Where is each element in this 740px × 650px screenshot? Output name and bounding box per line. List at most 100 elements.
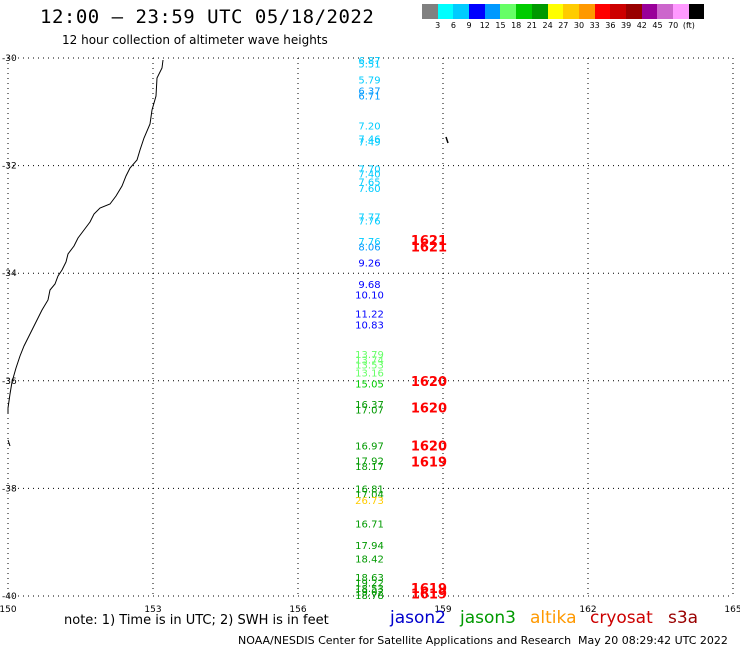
wave-height-value: 13.79 [355,350,384,361]
wave-height-colorbar [422,4,705,20]
wave-height-value: 17.94 [355,541,384,552]
wave-height-value: 17.92 [355,456,384,467]
wave-height-value: 18.17 [355,462,384,473]
longitude-label: 156 [289,605,306,615]
wave-height-value: 9.68 [358,280,380,291]
colorbar-label: 12 [479,21,490,30]
pass-time-label: 1621 [411,240,447,255]
graticule [7,57,734,597]
longitude-label: 150 [0,605,17,615]
wave-height-value: 18.78 [355,591,384,602]
colorbar-label: 3 [435,21,441,30]
colorbar-label: 6 [450,21,456,30]
colorbar-swatch [657,4,673,19]
footnote: note: 1) Time is in UTC; 2) SWH is in fe… [64,613,329,628]
colorbar-label: 70 [668,21,679,30]
latitude-label: -40 [2,592,17,602]
wave-height-value: 15.05 [355,379,384,390]
pass-time-label: 1620 [411,402,447,417]
latitude-label: -36 [2,377,17,387]
wave-height-value: 10.10 [355,291,384,302]
colorbar-swatch [625,4,642,19]
generated-timestamp: May 20 08:29:42 UTC 2022 [578,634,728,647]
coastline [7,59,164,414]
latitude-label: -32 [2,162,17,172]
wave-height-value: 8.06 [358,242,380,253]
colorbar-swatch [563,4,579,19]
wave-height-readings: 6.875.51 5.796.376.71 7.20 7.467.49 7.707.40… [355,56,384,602]
colorbar-label: 18 [511,21,522,30]
colorbar-label: 45 [652,21,663,30]
latitude-label: -34 [2,269,17,279]
pass-time-label: 1619 [411,587,447,602]
wave-height-value: 16.71 [355,519,384,530]
wave-height-value: 26.73 [355,496,384,507]
colorbar-swatch [484,4,501,19]
wave-height-value: 16.81 [355,484,384,495]
pass-time-label: 1619 [411,456,447,471]
colorbar-label: 36 [605,21,616,30]
lord-howe-mark [445,136,449,144]
wave-height-value: 7.77 [358,213,380,224]
credit-line: NOAA/NESDIS Center for Satellite Applica… [238,634,572,647]
colorbar-swatch [688,4,705,19]
latitude-labels: -30 -32 -34 -36 -38 -40 [2,54,17,602]
wave-height-value: 6.71 [358,92,380,103]
legend-item-altika: altika [530,608,577,628]
colorbar-swatch [641,4,658,19]
wave-height-value: 13.53 [355,361,384,372]
wave-height-value: 7.20 [358,121,380,132]
colorbar-label: 15 [495,21,506,30]
latitude-label: -30 [2,54,17,64]
legend-item-cryosat: cryosat [590,608,653,628]
longitude-label: 165 [724,605,740,615]
wave-height-value: 11.22 [355,310,384,321]
legend-item-jason3: jason3 [460,608,516,628]
wave-height-value: 5.79 [358,76,380,87]
longitude-label: 159 [434,605,451,615]
wave-height-value: 19.22 [355,579,384,590]
wave-height-value: 7.76 [358,237,380,248]
colorbar-swatch [469,4,485,19]
wave-height-value: 5.51 [358,59,380,70]
wave-height-value: 17.04 [355,490,384,501]
wave-height-value: 6.87 [358,56,380,67]
coast-island [7,439,11,447]
wave-height-value: 7.70 [358,164,380,175]
colorbar-swatch [516,4,532,19]
wave-height-value: 16.97 [355,441,384,452]
colorbar-swatch [437,4,454,19]
pass-time-label: 1621 [411,234,447,249]
colorbar-swatch [453,4,470,19]
wave-height-value: 6.37 [358,86,380,97]
pass-time-label: 1619 [411,582,447,597]
wave-height-value: 7.65 [358,178,380,189]
wave-height-value: 18.63 [355,573,384,584]
colorbar-label: (ft) [682,21,695,30]
wave-height-value: 7.40 [358,170,380,181]
colorbar-label: 24 [542,21,553,30]
wave-height-value: 7.60 [358,184,380,195]
colorbar-swatch [547,4,564,19]
wave-height-value: 7.76 [358,216,380,227]
wave-height-value: 18.53 [355,584,384,595]
colorbar-label: 33 [589,21,600,30]
legend-item-jason2: jason2 [390,608,446,628]
colorbar-swatch [594,4,611,19]
pass-time-label: 1620 [411,375,447,390]
colorbar-swatch [578,4,595,19]
colorbar-swatch [531,4,548,19]
wave-height-value: 7.49 [358,137,380,148]
map-subtitle: 12 hour collection of altimeter wave hei… [62,33,328,47]
pass-time-label: 1620 [411,439,447,454]
longitude-label: 162 [579,605,596,615]
wave-height-value: 18.42 [355,554,384,565]
colorbar-label: 9 [466,21,472,30]
wave-height-value: 19.02 [355,588,384,599]
colorbar-swatch [500,4,517,19]
wave-height-value: 9.26 [358,258,380,269]
colorbar-label: 42 [636,21,647,30]
colorbar-label: 39 [621,21,632,30]
